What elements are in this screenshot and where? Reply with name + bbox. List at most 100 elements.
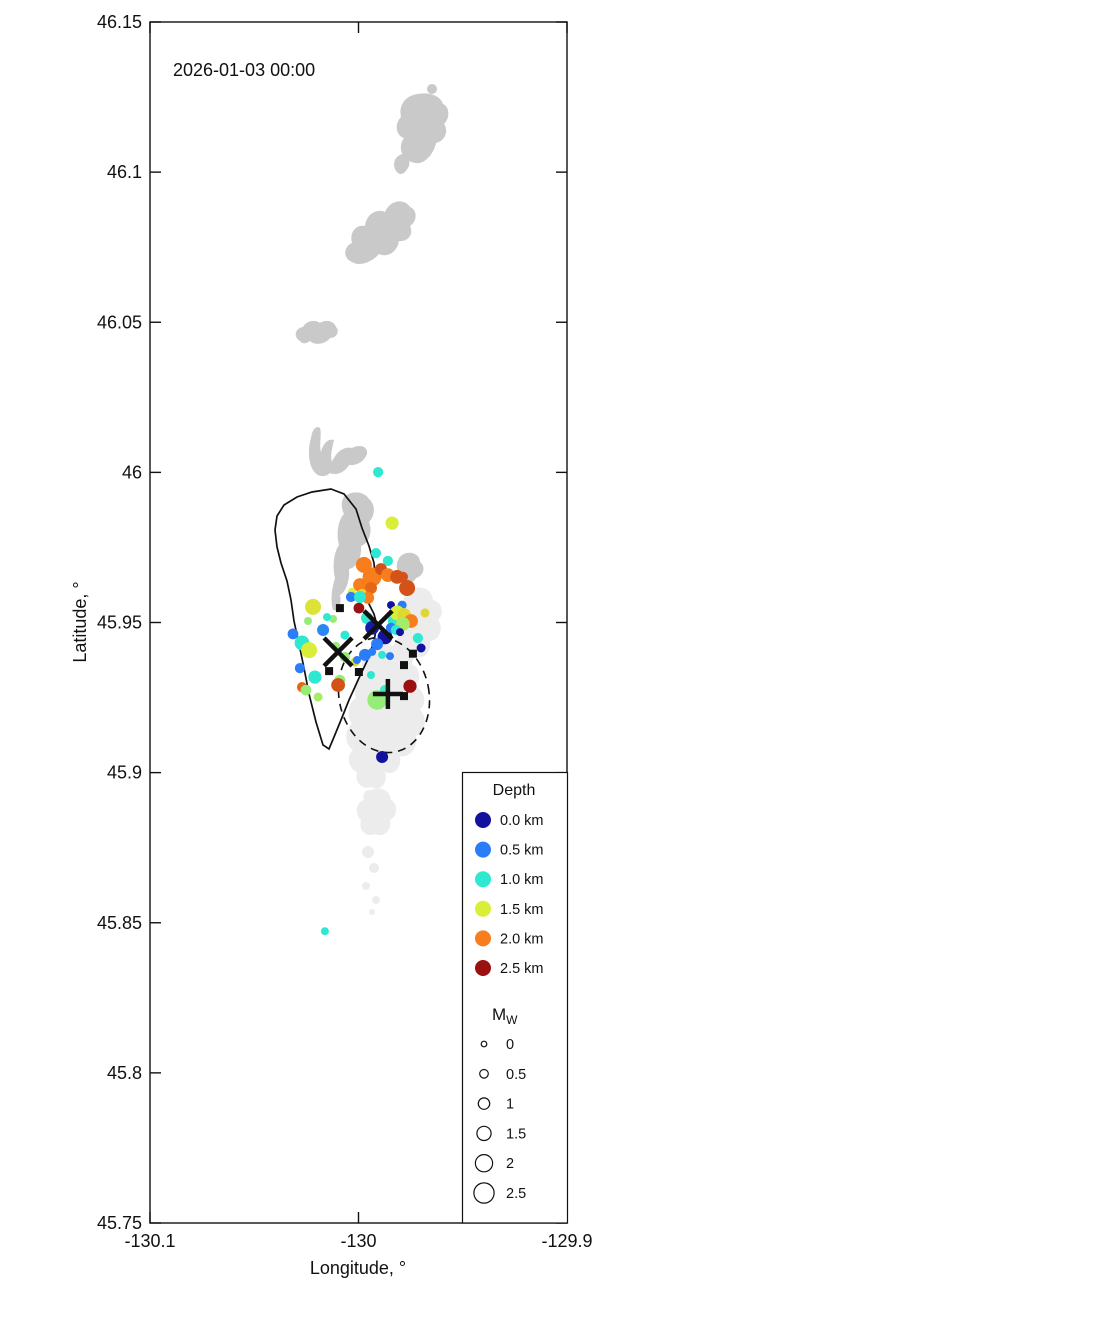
earthquake-dot [331,678,345,692]
lava-flow-patch-north [396,93,449,164]
station-square-marker [400,661,408,670]
y-tick-label: 45.9 [107,763,142,783]
x-marker [362,609,394,641]
legend-depth-items: 0.0 km 0.5 km 1.0 km 1.5 km 2.0 km 2.5 km [475,812,544,977]
earthquake-dot [396,628,404,637]
map-markers [322,604,417,709]
earthquake-dot [313,692,323,702]
legend-magnitude-label: 2 [506,1156,514,1172]
seafloor-speck [362,846,374,858]
legend-depth-title: Depth [493,782,536,799]
seafloor-patch [346,642,425,789]
earthquake-dot [304,617,312,625]
legend-depth-label: 0.0 km [500,813,544,829]
x-tick-label: -130.1 [124,1231,175,1251]
y-tick-label: 45.95 [97,613,142,633]
earthquake-dot [370,548,382,559]
axis-tick-labels: 46.1546.146.054645.9545.945.8545.845.75-… [97,12,593,1251]
earthquake-dot [371,638,384,651]
earthquake-dot [365,582,377,594]
lava-flow-patch [308,427,368,477]
lava-flow-patch [345,201,416,265]
earthquake-dots [287,467,430,936]
station-square-marker [325,667,334,676]
earthquake-dot [397,571,408,583]
legend-depth-label: 1.0 km [500,872,544,888]
earthquake-dot [416,643,426,653]
earthquake-dot [353,578,367,592]
earthquake-dot [359,648,371,661]
earthquake-dot [376,751,389,763]
earthquake-dot [320,927,329,936]
legend-magnitude-swatch [479,1068,489,1079]
legend-magnitude-swatch [474,1153,494,1173]
lava-flow-speck [427,84,437,94]
map-timestamp: 2026-01-03 00:00 [173,60,315,80]
lava-flow-patches [295,84,449,611]
station-square-marker [400,692,408,701]
legend-depth-swatch [475,960,491,976]
legend-depth-swatch [475,812,491,828]
x-tick-label: -130 [340,1231,376,1251]
earthquake-dot [385,516,399,530]
plus-marker [372,678,403,709]
y-axis-label: Latitude, ° [70,581,90,662]
seafloor-speck [369,863,379,873]
legend-box [461,771,569,1224]
earthquake-dot [403,679,417,693]
y-tick-label: 46.1 [107,162,142,182]
earthquake-dot [373,467,384,478]
legend-magnitude-swatch [477,1097,491,1110]
lava-flow-patch [295,320,338,344]
station-square-marker [408,649,417,658]
legend-magnitude-label: 0.5 [506,1067,526,1083]
earthquake-dot [301,642,318,659]
x-axis-label: Longitude, ° [310,1258,406,1278]
earthquake-dot [317,624,330,636]
seafloor-speck [362,882,370,890]
y-tick-label: 46.15 [97,12,142,32]
earthquake-dot [345,591,357,603]
earthquake-dot [399,580,416,596]
earthquake-dot [353,656,361,664]
earthquake-dot [323,613,331,622]
earthquake-dot [300,684,312,696]
legend-depth-label: 0.5 km [500,843,544,859]
legend-depth-label: 2.0 km [500,931,544,947]
y-tick-label: 46.05 [97,312,142,332]
earthquake-dot [305,598,321,615]
lava-flow-patch-caldera [331,492,374,611]
earthquake-dot [340,630,350,640]
legend: Depth MW 0.0 km 0.5 km 1.0 km 1.5 km 2.0 km 2… [461,771,569,1224]
legend-depth-swatch [475,841,491,858]
legend-depth-swatch [475,871,491,888]
legend-magnitude-swatch [476,1125,492,1142]
seafloor-patch [356,788,397,836]
earthquake-dot [420,608,430,618]
seafloor-speck [372,896,380,904]
earthquake-dot [412,633,423,644]
earthquake-dot [368,647,377,656]
legend-depth-label: 1.5 km [500,902,544,918]
station-square-marker [354,668,363,676]
legend-magnitude-items: 0 0.5 1 1.5 2 2.5 [473,1037,526,1204]
earthquake-dot [287,628,299,640]
earthquake-dot [382,555,393,567]
legend-magnitude-label: 1 [506,1097,514,1113]
earthquake-dot [329,614,338,623]
earthquake-dot [294,663,305,674]
seafloor-speck [369,909,375,915]
eruption-zone-dashed-ellipse [337,636,431,754]
y-tick-label: 45.85 [97,913,142,933]
legend-depth-label: 2.5 km [500,961,544,977]
lava-flow-patch [394,154,410,175]
earthquake-dot [386,652,394,661]
legend-magnitude-label: 1.5 [506,1126,526,1142]
y-tick-label: 45.75 [97,1213,142,1233]
legend-magnitude-label: 0 [506,1037,514,1053]
x-marker [322,636,354,668]
y-tick-label: 46 [122,462,142,482]
y-tick-label: 45.8 [107,1063,142,1083]
